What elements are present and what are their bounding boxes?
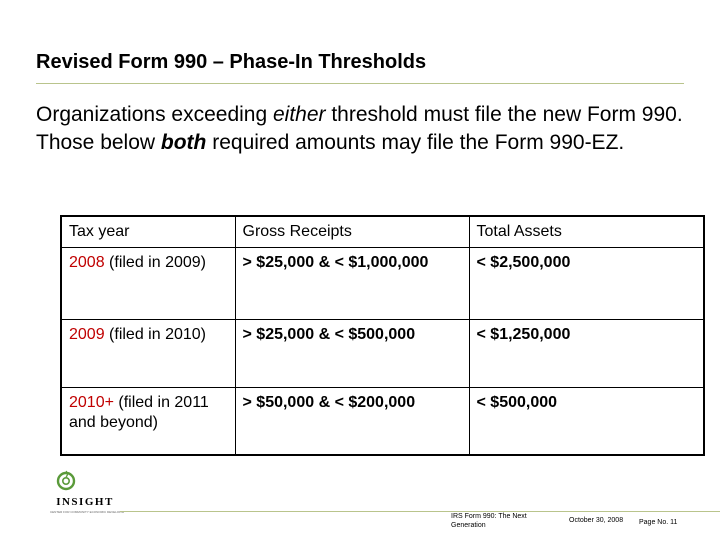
table-row: 2008 (filed in 2009) > $25,000 & < $1,00… bbox=[60, 247, 705, 320]
header-gross-receipts: Gross Receipts bbox=[234, 215, 470, 248]
title-divider bbox=[36, 83, 684, 84]
body-paragraph: Organizations exceeding either threshold… bbox=[36, 101, 696, 157]
footer-presentation-title: IRS Form 990: The Next Generation bbox=[451, 513, 527, 529]
header-tax-year: Tax year bbox=[60, 215, 236, 248]
logo-wordmark: INSIGHT bbox=[56, 496, 114, 508]
filing-year: (filed in 2011 and beyond) bbox=[69, 394, 209, 431]
body-text-part-1: Organizations exceeding bbox=[36, 103, 273, 126]
header-total-assets: Total Assets bbox=[468, 215, 705, 248]
slide-title: Revised Form 990 – Phase-In Thresholds bbox=[36, 51, 427, 73]
table-row: 2010+ (filed in 2011 and beyond) > $50,0… bbox=[60, 387, 705, 455]
gross-receipts-cell: > $25,000 & < $1,000,000 bbox=[234, 247, 470, 320]
tax-year-cell: 2010+ (filed in 2011 and beyond) bbox=[60, 387, 236, 455]
gross-receipts-cell: > $50,000 & < $200,000 bbox=[234, 387, 470, 455]
tax-year: 2010+ bbox=[69, 394, 114, 411]
emphasis-either: either bbox=[272, 103, 326, 126]
thresholds-table: Tax year Gross Receipts Total Assets 200… bbox=[60, 215, 705, 456]
footer-page-number: Page No. 11 bbox=[639, 519, 678, 526]
tax-year: 2009 bbox=[69, 326, 105, 343]
body-text-part-2: threshold must file the new Form 990. Th… bbox=[36, 103, 683, 154]
footer-divider bbox=[120, 511, 720, 512]
insight-logo: INSIGHT CENTER FOR COMMUNITY ECONOMIC DE… bbox=[50, 470, 130, 520]
logo-subtitle: CENTER FOR COMMUNITY ECONOMIC DEVELOPMEN… bbox=[50, 510, 124, 514]
table-row: 2009 (filed in 2010) > $25,000 & < $500,… bbox=[60, 319, 705, 388]
emphasis-both: both bbox=[160, 131, 207, 154]
body-text-part-3: required amounts may file the Form 990-E… bbox=[206, 131, 625, 154]
total-assets-cell: < $1,250,000 bbox=[468, 319, 705, 388]
insight-logo-icon bbox=[56, 470, 76, 491]
footer-date: October 30, 2008 bbox=[569, 517, 624, 524]
tax-year-cell: 2008 (filed in 2009) bbox=[60, 247, 236, 320]
gross-receipts-cell: > $25,000 & < $500,000 bbox=[234, 319, 470, 388]
total-assets-cell: < $2,500,000 bbox=[468, 247, 705, 320]
table-header-row: Tax year Gross Receipts Total Assets bbox=[60, 215, 705, 248]
tax-year: 2008 bbox=[69, 254, 105, 271]
filing-year: (filed in 2010) bbox=[104, 326, 206, 343]
tax-year-cell: 2009 (filed in 2010) bbox=[60, 319, 236, 388]
filing-year: (filed in 2009) bbox=[104, 254, 206, 271]
total-assets-cell: < $500,000 bbox=[468, 387, 705, 455]
